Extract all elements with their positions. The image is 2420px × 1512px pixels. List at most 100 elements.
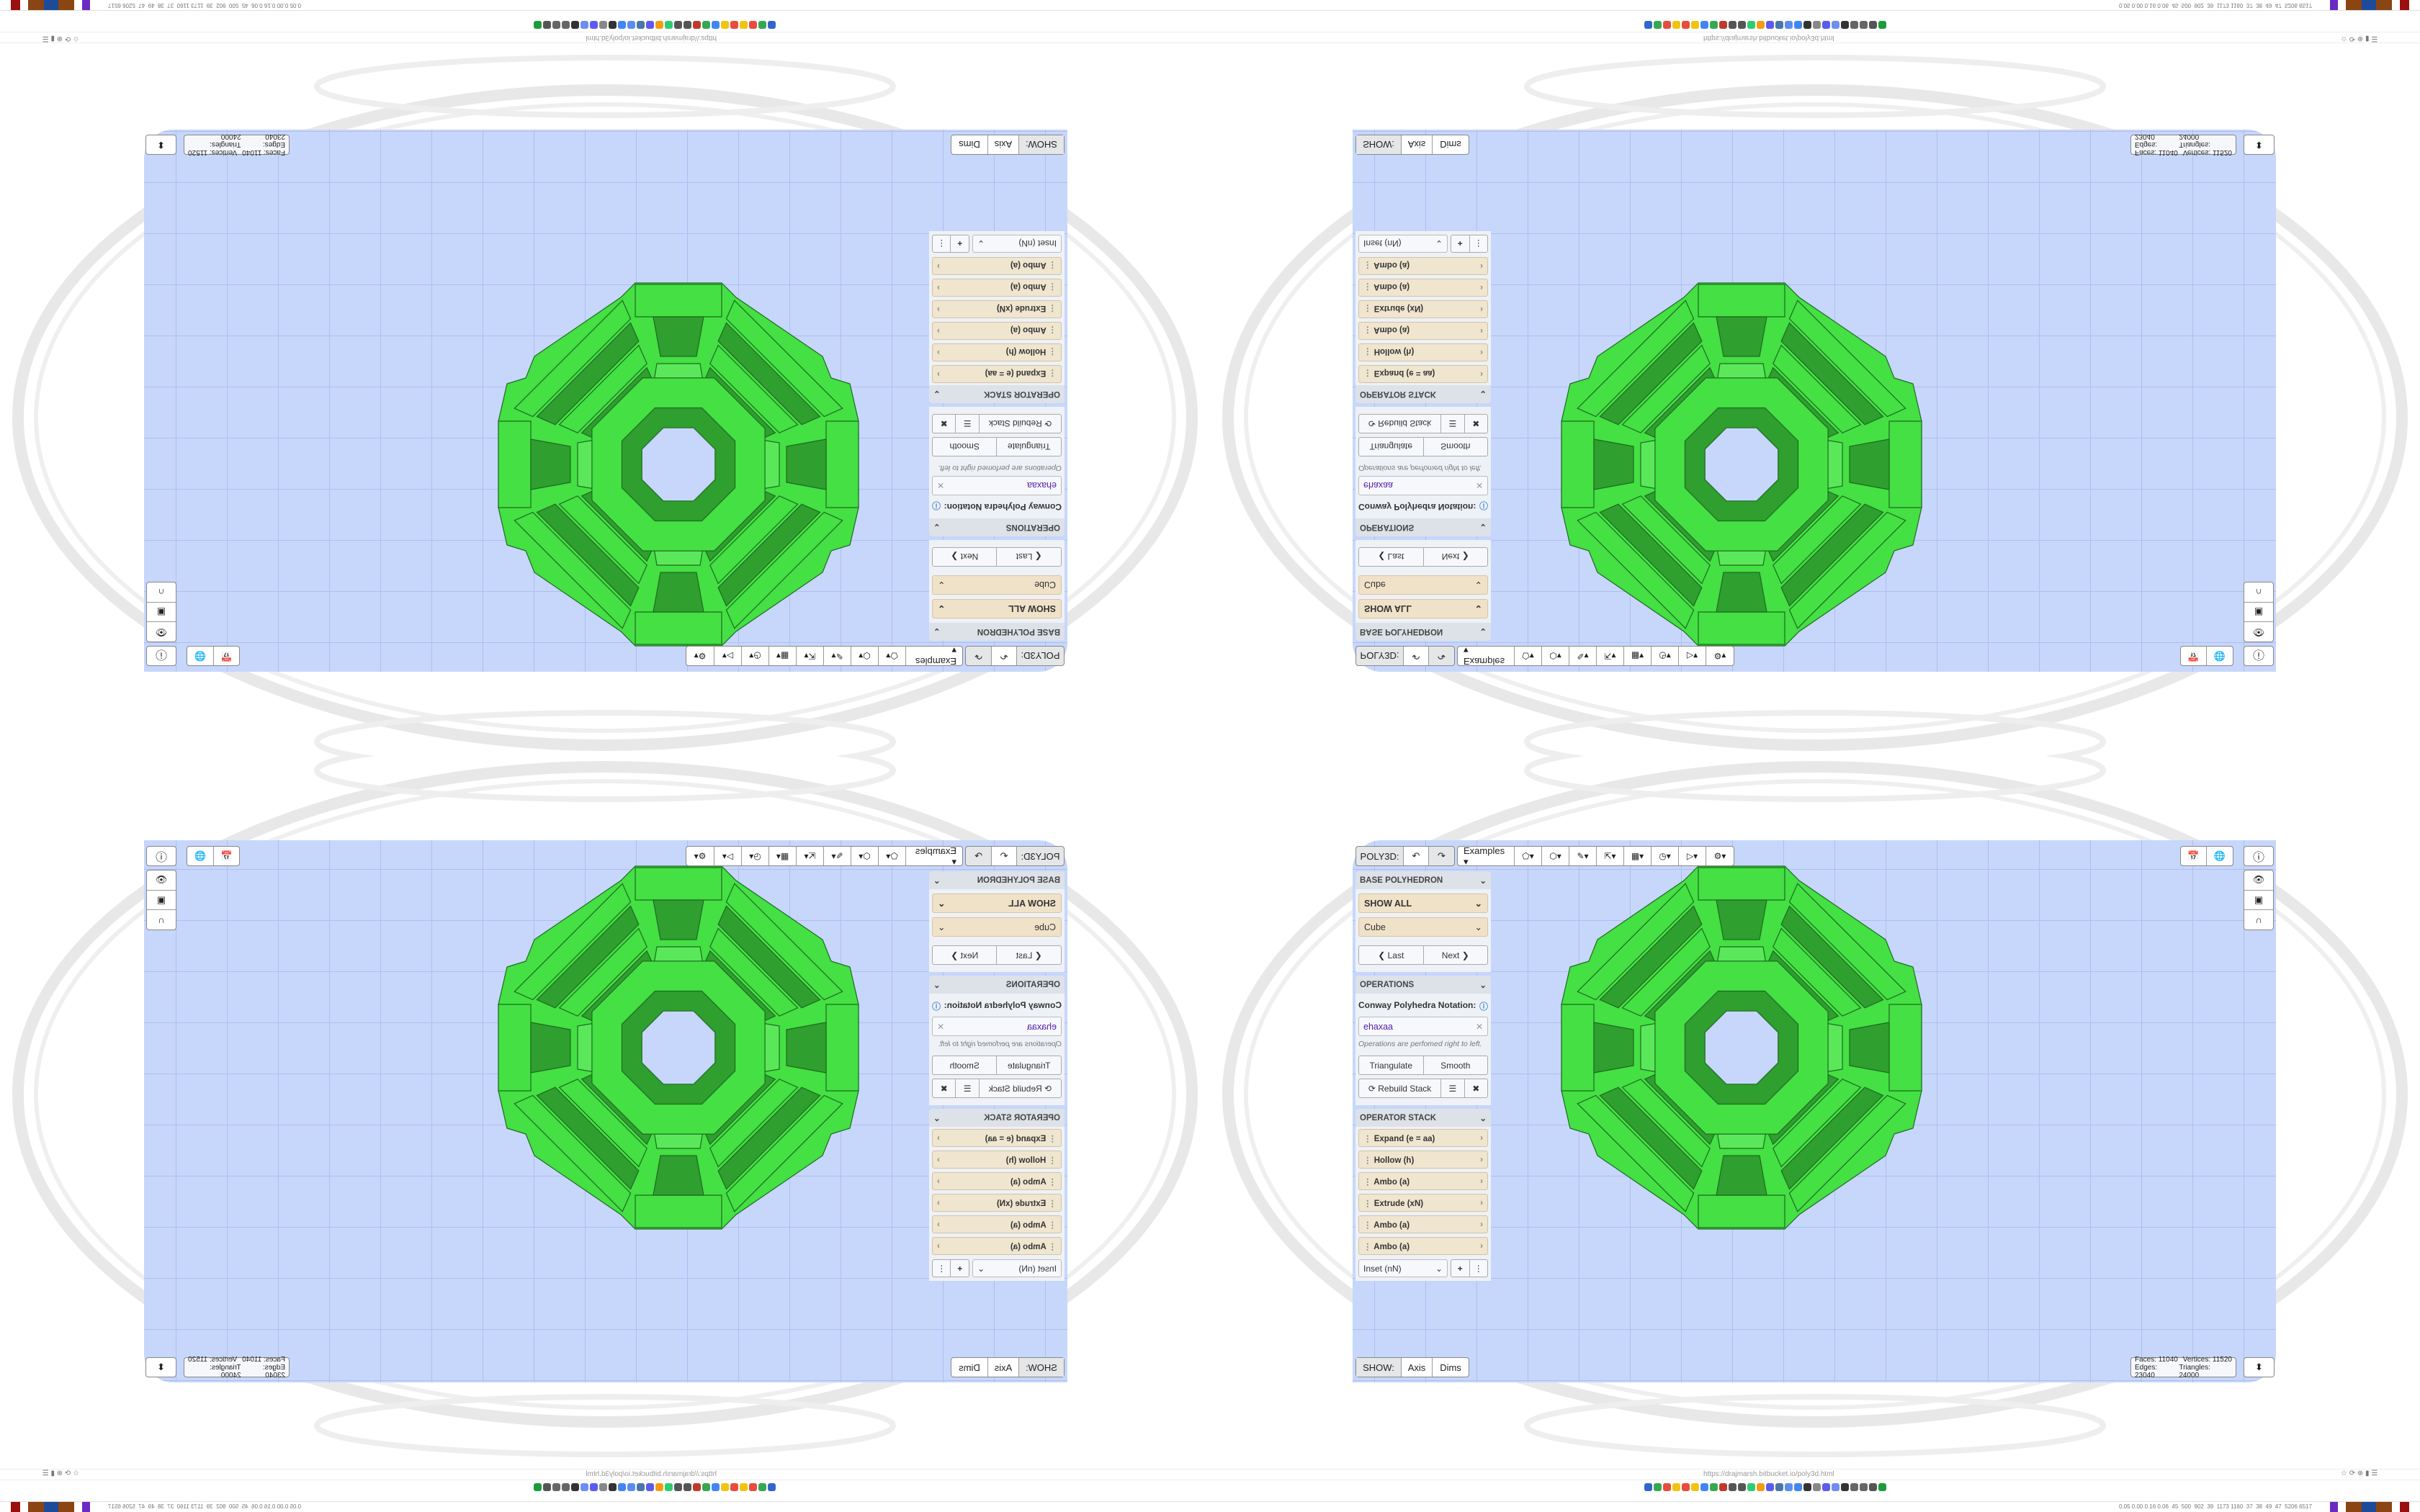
3d-viewport[interactable] bbox=[1353, 130, 2276, 672]
operator-stack-item[interactable]: ⋮ Expand (e = aa) › bbox=[932, 365, 1062, 383]
operator-select[interactable]: Inset (nN) ⌄ bbox=[1358, 1259, 1448, 1277]
operator-stack-header[interactable]: OPERATOR STACK ⌄ bbox=[1355, 385, 1491, 403]
drag-handle-icon[interactable]: ⋮ bbox=[1363, 369, 1374, 378]
bookmark-icon[interactable] bbox=[1719, 21, 1727, 29]
bookmark-icon[interactable] bbox=[1860, 21, 1868, 29]
bookmark-icon[interactable] bbox=[599, 1483, 607, 1491]
cube-play-icon[interactable]: ⬡▾ bbox=[1542, 647, 1569, 665]
operator-select[interactable]: Inset (nN) ⌄ bbox=[972, 1259, 1062, 1277]
bookmark-icon[interactable] bbox=[1813, 1483, 1821, 1491]
clear-icon[interactable]: ✕ bbox=[1475, 1021, 1483, 1032]
redo-icon[interactable]: ↷ bbox=[1438, 850, 1446, 861]
bookmark-icon[interactable] bbox=[571, 21, 579, 29]
operator-stack-header[interactable]: OPERATOR STACK ⌄ bbox=[929, 385, 1065, 403]
examples-dropdown[interactable]: Examples ▾ bbox=[1458, 845, 1515, 867]
operator-stack-item[interactable]: ⋮ Hollow (h) › bbox=[932, 343, 1062, 361]
info-icon[interactable]: ⓘ bbox=[932, 500, 941, 510]
operator-stack-item[interactable]: ⋮ Ambo (a) › bbox=[932, 257, 1062, 275]
dims-toggle[interactable]: Dims bbox=[959, 1362, 980, 1373]
triangulate-button[interactable]: Triangulate bbox=[996, 1056, 1061, 1074]
globe-icon[interactable]: 🌐 bbox=[194, 651, 207, 662]
bookmark-icon[interactable] bbox=[1785, 1483, 1793, 1491]
bookmark-icon[interactable] bbox=[721, 21, 729, 29]
bookmark-icon[interactable] bbox=[646, 21, 654, 29]
bookmark-icon[interactable] bbox=[730, 21, 738, 29]
bookmark-icon[interactable] bbox=[627, 1483, 635, 1491]
play-icon[interactable]: ▷▾ bbox=[1679, 647, 1706, 665]
operator-stack-item[interactable]: ⋮ Ambo (a) › bbox=[932, 1237, 1062, 1255]
bookmark-icon[interactable] bbox=[609, 21, 617, 29]
redo-icon[interactable]: ↷ bbox=[1438, 651, 1446, 662]
operator-stack-item[interactable]: ⋮ Ambo (a) › bbox=[1358, 1215, 1488, 1233]
url-bar[interactable]: https://drajmarsh.bitbucket.io/poly3d.ht… bbox=[0, 1469, 1210, 1480]
bookmark-icon[interactable] bbox=[665, 1483, 673, 1491]
bookmark-icon[interactable] bbox=[1822, 1483, 1830, 1491]
globe-icon[interactable]: 🌐 bbox=[194, 850, 207, 861]
bookmark-icon[interactable] bbox=[637, 1483, 645, 1491]
clear-icon[interactable]: ✕ bbox=[937, 480, 945, 491]
more-options-button[interactable]: ⋮ bbox=[1474, 238, 1483, 249]
gear-icon[interactable]: ⚙▾ bbox=[1713, 651, 1726, 661]
operator-stack-item[interactable]: ⋮ Ambo (a) › bbox=[1358, 279, 1488, 297]
drag-handle-icon[interactable]: ⋮ bbox=[1363, 282, 1374, 292]
drag-handle-icon[interactable]: ⋮ bbox=[1046, 282, 1057, 292]
cube-play-icon[interactable]: ⬡▾ bbox=[851, 647, 878, 665]
bookmark-icon[interactable] bbox=[1747, 21, 1755, 29]
smooth-button[interactable]: Smooth bbox=[949, 441, 980, 452]
rebuild-stack-button[interactable]: ⟳ Rebuild Stack bbox=[1359, 415, 1442, 433]
more-options-button[interactable]: ⋮ bbox=[937, 1263, 946, 1274]
bookmark-icon[interactable] bbox=[1869, 1483, 1877, 1491]
bookmark-icon[interactable] bbox=[749, 1483, 757, 1491]
bookmark-icon[interactable] bbox=[599, 21, 607, 29]
undo-icon[interactable]: ↶ bbox=[991, 647, 1016, 665]
bookmark-icon[interactable] bbox=[730, 1483, 738, 1491]
3d-viewport[interactable] bbox=[1353, 840, 2276, 1382]
triangulate-button[interactable]: Triangulate bbox=[996, 438, 1061, 456]
bookmark-icon[interactable] bbox=[684, 1483, 691, 1491]
eye-icon[interactable]: 👁 bbox=[2244, 870, 2273, 891]
export-icon[interactable]: ⇱▾ bbox=[796, 647, 823, 665]
toggle-icon[interactable]: ▣ bbox=[2244, 601, 2273, 622]
base-polyhedron-header[interactable]: BASE POLYHEDRON ⌄ bbox=[1355, 623, 1491, 641]
url-bar[interactable]: https://drajmarsh.bitbucket.io/poly3d.ht… bbox=[0, 32, 1210, 43]
gear-icon[interactable]: ⚙▾ bbox=[1713, 851, 1726, 861]
bookmark-icon[interactable] bbox=[1869, 21, 1877, 29]
add-operator-button[interactable]: + bbox=[950, 235, 969, 252]
bookmark-icon[interactable] bbox=[1663, 21, 1671, 29]
add-operator-button[interactable]: + bbox=[1451, 1260, 1470, 1277]
3d-viewport[interactable] bbox=[144, 840, 1067, 1382]
base-polyhedron-header[interactable]: BASE POLYHEDRON ⌄ bbox=[1355, 871, 1491, 889]
bookmark-icon[interactable] bbox=[1700, 21, 1708, 29]
bookmark-icon[interactable] bbox=[693, 21, 701, 29]
bookmark-icon[interactable] bbox=[655, 1483, 663, 1491]
clock-icon[interactable]: ◷▾ bbox=[741, 847, 768, 865]
axis-toggle[interactable]: Axis bbox=[987, 1358, 1018, 1377]
calendar-clock-icon[interactable]: 📅 bbox=[2181, 847, 2207, 865]
bookmark-icon[interactable] bbox=[562, 1483, 570, 1491]
toggle-icon[interactable]: ▣ bbox=[147, 890, 176, 911]
notation-input[interactable]: ehaxaa ✕ bbox=[1358, 1017, 1488, 1036]
paint-bucket-icon[interactable]: ⬠▾ bbox=[1515, 647, 1542, 665]
filter-select[interactable]: SHOW ALL ⌄ bbox=[1358, 599, 1488, 618]
bookmark-icon[interactable] bbox=[1719, 1483, 1727, 1491]
operations-header[interactable]: OPERATIONS ⌄ bbox=[1355, 976, 1491, 994]
magnet-icon[interactable]: ∩ bbox=[158, 914, 165, 926]
filter-select[interactable]: SHOW ALL ⌄ bbox=[932, 894, 1062, 913]
paint-bucket-icon[interactable]: ⬠▾ bbox=[878, 647, 905, 665]
smooth-button[interactable]: Smooth bbox=[949, 1060, 980, 1071]
drag-handle-icon[interactable]: ⋮ bbox=[1363, 325, 1374, 335]
drag-handle-icon[interactable]: ⋮ bbox=[1363, 304, 1374, 313]
examples-dropdown[interactable]: Examples ▾ bbox=[1458, 646, 1515, 667]
bookmark-icon[interactable] bbox=[1700, 1483, 1708, 1491]
operator-select[interactable]: Inset (nN) ⌄ bbox=[972, 235, 1062, 253]
operator-stack-item[interactable]: ⋮ Expand (e = aa) › bbox=[932, 1129, 1062, 1147]
operator-stack-header[interactable]: OPERATOR STACK ⌄ bbox=[929, 1109, 1065, 1127]
rebuild-stack-button[interactable]: ⟳ Rebuild Stack bbox=[978, 415, 1061, 433]
bookmark-icon[interactable] bbox=[1841, 1483, 1849, 1491]
operations-header[interactable]: OPERATIONS ⌄ bbox=[929, 976, 1065, 994]
operator-stack-item[interactable]: ⋮ Hollow (h) › bbox=[1358, 1151, 1488, 1169]
info-button[interactable]: ⓘ bbox=[2244, 846, 2274, 866]
bookmark-icon[interactable] bbox=[665, 21, 673, 29]
export-icon[interactable]: ⇱▾ bbox=[796, 847, 823, 865]
bookmark-icon[interactable] bbox=[1682, 1483, 1690, 1491]
